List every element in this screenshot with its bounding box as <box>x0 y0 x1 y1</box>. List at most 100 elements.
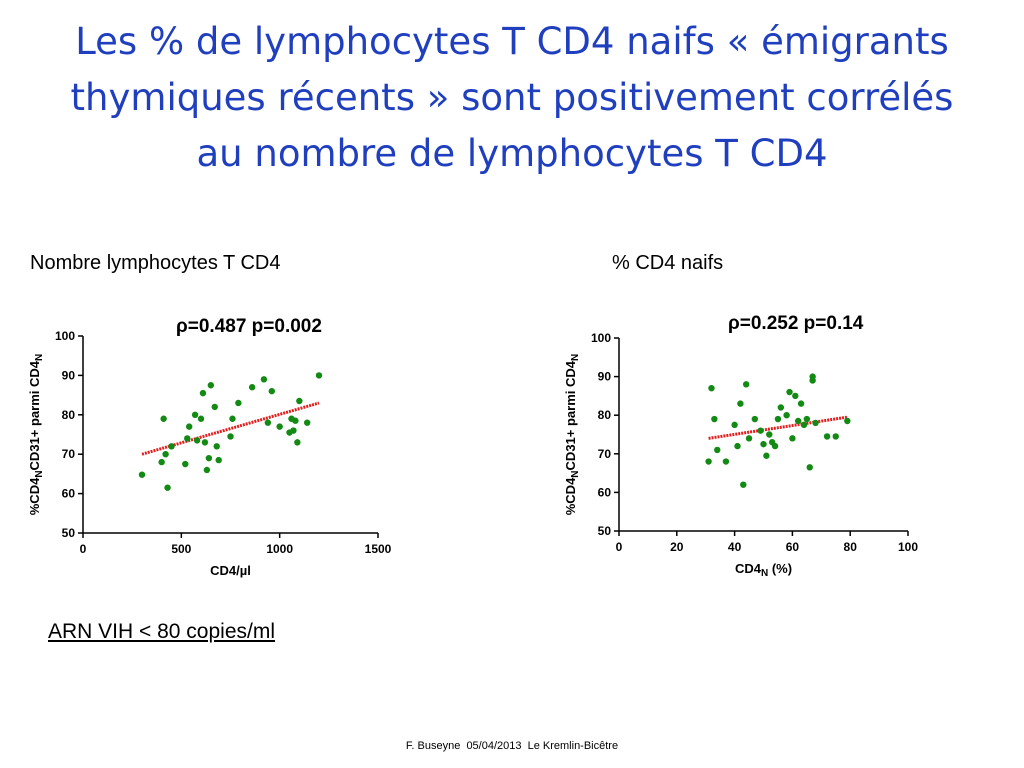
data-point <box>751 415 759 423</box>
data-point <box>164 484 171 491</box>
data-point <box>783 412 790 419</box>
data-point <box>771 442 779 450</box>
data-point <box>304 419 311 426</box>
x-tick-label: 1500 <box>365 542 392 556</box>
right-panel-label: % CD4 naifs <box>612 252 724 274</box>
regression-line <box>708 415 848 440</box>
data-point <box>797 400 805 407</box>
data-point <box>158 458 165 466</box>
data-point <box>227 433 234 440</box>
data-point <box>832 433 839 440</box>
x-tick-label: 1000 <box>266 542 293 556</box>
data-point <box>760 440 767 448</box>
slide-title: Les % de lymphocytes T CD4 naifs « émigr… <box>40 14 984 182</box>
data-point <box>734 442 741 450</box>
data-point <box>184 435 191 442</box>
title-line-3: au nombre de lymphocytes T CD4 <box>196 132 828 175</box>
data-point <box>789 435 796 442</box>
data-point <box>315 372 323 379</box>
x-tick-label: 500 <box>171 542 191 556</box>
y-axis-label: %CD4NCD31+ parmi CD4N <box>27 354 45 516</box>
y-tick-label: 80 <box>598 408 612 422</box>
y-tick-label: 70 <box>62 447 76 461</box>
data-point <box>708 384 715 392</box>
x-tick-label: 60 <box>786 540 800 554</box>
data-point <box>745 435 753 442</box>
data-point <box>777 404 785 411</box>
data-point <box>162 451 169 458</box>
left-correlation-stats: ρ=0.487 p=0.002 <box>176 316 322 337</box>
x-tick-label: 80 <box>844 540 858 554</box>
data-point <box>803 415 811 423</box>
data-point <box>201 439 209 446</box>
data-point <box>763 452 770 459</box>
data-point <box>812 419 819 427</box>
data-point <box>705 458 712 465</box>
data-point <box>197 415 205 422</box>
data-point <box>786 388 793 396</box>
x-tick-label: 40 <box>728 540 742 554</box>
data-point <box>193 437 201 444</box>
right-correlation-stats: ρ=0.252 p=0.14 <box>728 313 864 334</box>
left-panel-label: Nombre lymphocytes T CD4 <box>30 252 281 274</box>
data-point <box>740 481 747 488</box>
y-tick-label: 90 <box>598 370 612 384</box>
data-point <box>731 421 738 429</box>
data-point <box>844 417 851 425</box>
data-point <box>199 389 207 397</box>
y-tick-label: 50 <box>62 526 76 540</box>
x-tick-label: 20 <box>670 540 684 554</box>
x-axis-label: CD4/µl <box>210 563 251 578</box>
data-point <box>766 431 773 438</box>
x-tick-label: 0 <box>616 540 623 554</box>
data-point <box>160 415 167 422</box>
data-point <box>235 399 242 407</box>
y-tick-label: 100 <box>591 331 611 345</box>
data-point <box>774 415 782 423</box>
x-tick-label: 0 <box>80 542 87 556</box>
data-point <box>205 454 213 462</box>
y-tick-label: 90 <box>62 368 76 382</box>
data-point <box>792 392 799 400</box>
data-point <box>215 456 222 464</box>
y-tick-label: 70 <box>598 447 612 461</box>
y-tick-label: 80 <box>62 408 76 422</box>
data-point <box>276 423 283 430</box>
data-point <box>207 382 215 389</box>
data-point <box>296 397 303 405</box>
data-point <box>800 421 808 429</box>
data-point <box>260 376 268 383</box>
data-point <box>229 415 236 422</box>
data-point <box>182 460 189 468</box>
viral-load-footnote: ARN VIH < 80 copies/ml <box>48 620 276 643</box>
data-point <box>292 417 299 424</box>
data-point <box>757 427 764 434</box>
data-point <box>294 439 301 446</box>
data-point <box>823 433 831 440</box>
y-tick-label: 60 <box>598 485 612 499</box>
data-point <box>186 423 193 430</box>
y-tick-label: 50 <box>598 524 612 538</box>
data-point <box>264 419 272 426</box>
data-point <box>203 466 211 474</box>
y-tick-label: 100 <box>55 329 75 343</box>
data-point <box>809 377 816 384</box>
data-point <box>211 403 218 411</box>
data-point <box>806 464 813 471</box>
data-point <box>268 387 275 395</box>
data-point <box>290 427 297 434</box>
title-line-1: Les % de lymphocytes T CD4 naifs « émigr… <box>75 20 949 63</box>
x-axis-label: CD4N (%) <box>735 561 792 579</box>
y-tick-label: 60 <box>62 487 76 501</box>
data-point <box>742 381 750 388</box>
x-tick-label: 100 <box>898 540 918 554</box>
data-point <box>138 471 146 478</box>
title-line-2: thymiques récents » sont positivement co… <box>70 76 954 119</box>
data-point <box>722 458 730 465</box>
slide-footer: F. Buseyne 05/04/2013 Le Kremlin-Bicêtre <box>405 740 619 752</box>
data-point <box>794 417 802 425</box>
scatter-chart-cd4-naive-percent: 50 60 70 80 90 100 0 20 40 60 80 100 CD4N (%) %CD4NCD… <box>563 331 918 579</box>
data-point <box>191 411 199 418</box>
